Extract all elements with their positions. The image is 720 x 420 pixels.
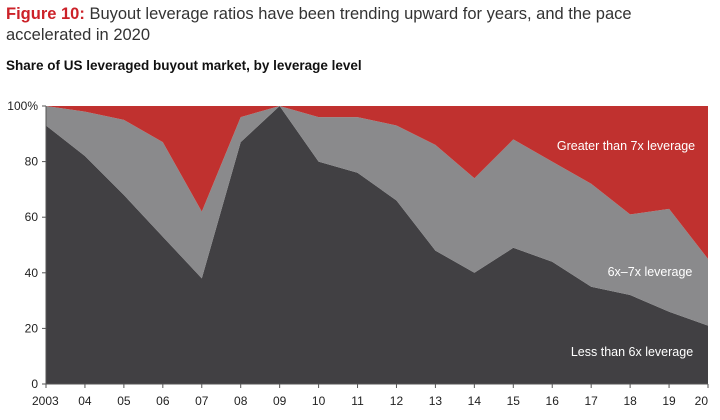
area-6x-7x-leverage: [46, 106, 708, 326]
x-tick-label: 15: [507, 394, 521, 408]
x-tick-label: 19: [662, 394, 676, 408]
x-tick-label: 07: [195, 394, 209, 408]
series-label-6x-7x-leverage: 6x–7x leverage: [608, 265, 693, 279]
x-tick-label: 06: [156, 394, 170, 408]
x-tick-label: 14: [468, 394, 482, 408]
series-labels: Less than 6x leverage 6x–7x leverage Great…: [557, 139, 695, 359]
y-tick-label: 60: [25, 210, 39, 224]
y-tick-label: 20: [25, 321, 39, 335]
x-tick-label: 10: [312, 394, 326, 408]
area-less-than-6x-leverage: [46, 106, 708, 384]
series-label-greater-than-7x-leverage: Greater than 7x leverage: [557, 139, 695, 153]
x-tick-label: 16: [546, 394, 560, 408]
x-tick-label: 2003: [32, 394, 59, 408]
x-tick-label: 17: [584, 394, 598, 408]
x-tick-label: 05: [117, 394, 131, 408]
figure-title: Figure 10: Buyout leverage ratios have b…: [6, 4, 714, 46]
y-tick-label: 100%: [7, 99, 38, 113]
x-tick-label: 18: [623, 394, 637, 408]
x-tick-label: 11: [351, 394, 364, 408]
chart-subtitle: Share of US leveraged buyout market, by …: [6, 58, 362, 73]
x-tick-label: 13: [429, 394, 443, 408]
y-tick-label: 40: [25, 266, 39, 280]
figure-label: Figure 10:: [6, 5, 85, 23]
y-tick-label: 80: [25, 155, 39, 169]
x-tick-label: 09: [273, 394, 287, 408]
x-tick-label: 20: [695, 394, 709, 408]
x-tick-label: 08: [234, 394, 248, 408]
figure-title-text: Buyout leverage ratios have been trendin…: [6, 5, 632, 44]
x-tick-label: 12: [390, 394, 404, 408]
area-greater-than-7x-leverage: [46, 106, 708, 259]
axes: 100% 80 60 40 20 0 2003 04 05 06 07 08 09 10 11 12 13 14 1…: [7, 99, 709, 408]
y-tick-label: 0: [31, 377, 38, 391]
series-label-less-than-6x-leverage: Less than 6x leverage: [571, 345, 693, 359]
x-tick-label: 04: [78, 394, 92, 408]
area-layers: [46, 106, 708, 384]
